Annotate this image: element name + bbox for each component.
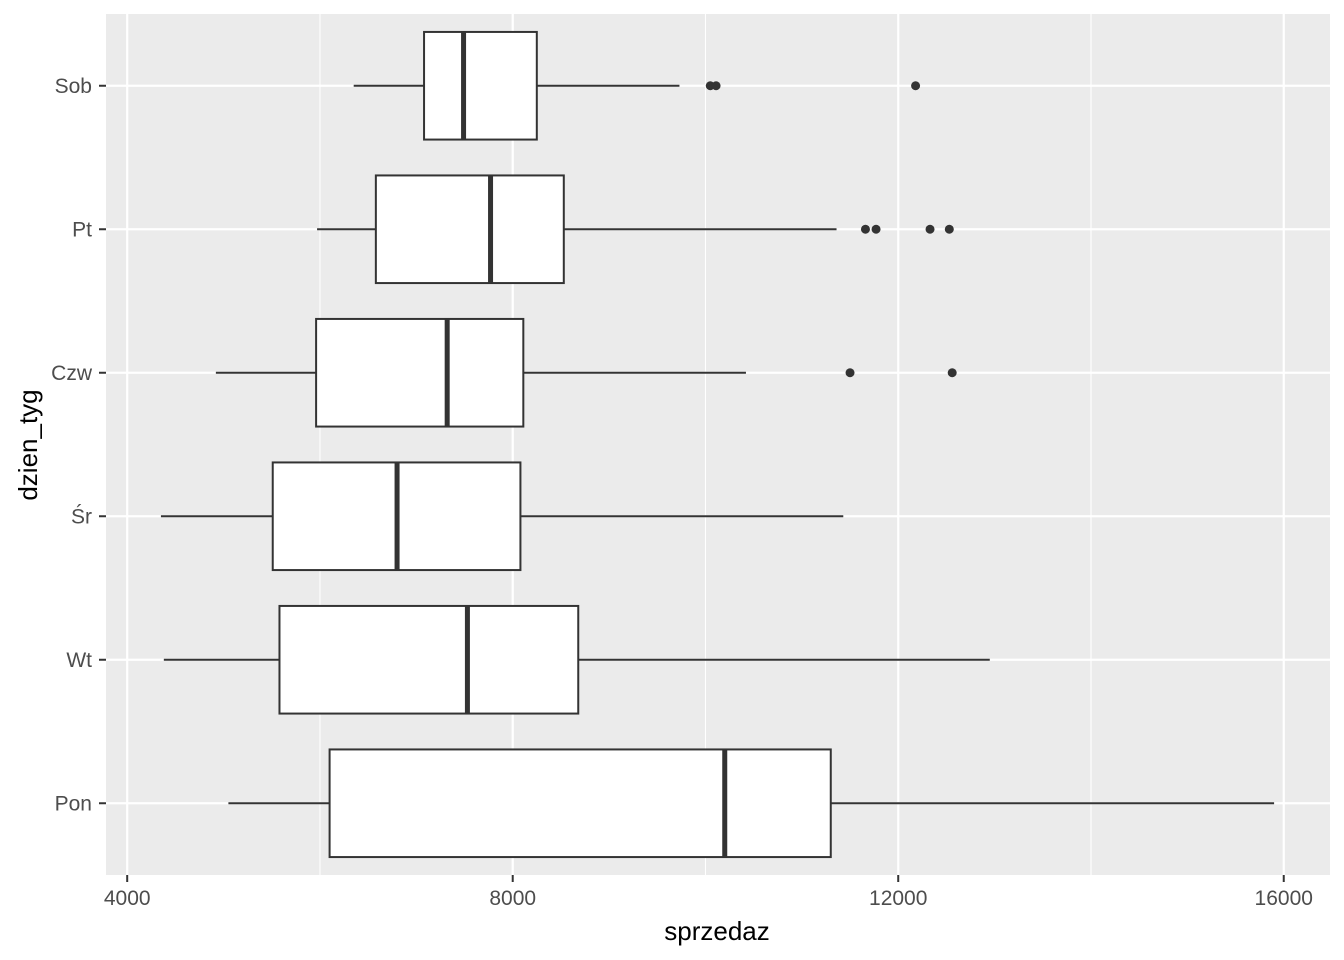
outlier-point <box>871 224 881 234</box>
outlier-point <box>947 368 957 378</box>
box-Sob <box>353 30 921 141</box>
outlier-point <box>845 368 855 378</box>
box-Czw <box>215 317 957 428</box>
y-tick-label: Pon <box>55 792 92 815</box>
box-iqr <box>328 748 832 859</box>
box-iqr <box>315 317 525 428</box>
y-tick-label: Sob <box>55 75 92 98</box>
plot-panel <box>106 14 1330 875</box>
outlier-point <box>911 81 921 91</box>
outlier-point <box>860 224 870 234</box>
x-tick-label: 4000 <box>104 887 151 910</box>
outlier-point <box>925 224 935 234</box>
x-axis-title: sprzedaz <box>664 916 770 946</box>
y-tick-label: Wt <box>66 649 92 672</box>
box-iqr <box>374 174 565 285</box>
box-Pon <box>228 748 1275 859</box>
box-Wt <box>163 604 990 715</box>
box-iqr <box>278 604 580 715</box>
minor-grid <box>319 14 1092 875</box>
x-tick-label: 12000 <box>869 887 927 910</box>
x-tick-label: 16000 <box>1255 887 1313 910</box>
y-axis: Pon Wt Śr Czw Pt Sob <box>51 75 106 815</box>
outlier-point <box>711 81 721 91</box>
x-axis: 4000 8000 12000 16000 <box>104 875 1313 910</box>
boxes <box>160 30 1275 859</box>
box-iqr <box>423 30 538 141</box>
box-Pt <box>317 174 954 285</box>
x-tick-label: 8000 <box>489 887 536 910</box>
y-tick-label: Pt <box>72 218 92 241</box>
y-axis-title: dzien_tyg <box>13 389 43 500</box>
box-Śr <box>160 461 844 572</box>
y-tick-label: Śr <box>71 504 92 528</box>
y-tick-label: Czw <box>51 362 93 385</box>
outlier-point <box>944 224 954 234</box>
